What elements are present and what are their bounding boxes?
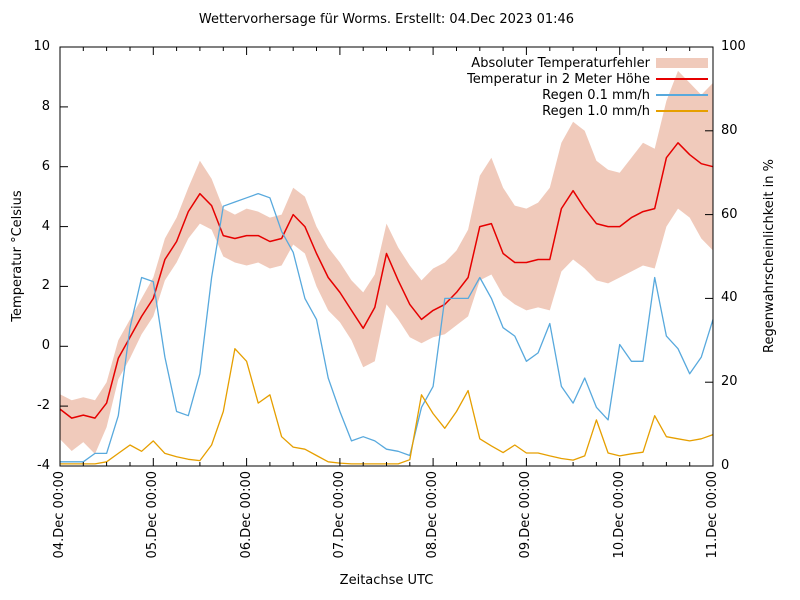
y-tick-label-right: 20 — [721, 374, 738, 390]
y-tick-label-left: -2 — [37, 398, 50, 414]
y-tick-label-left: 6 — [41, 158, 50, 174]
y-tick-label-left: 0 — [41, 338, 50, 354]
chart-title: Wettervorhersage für Worms. Erstellt: 04… — [198, 12, 575, 27]
y-tick-label-right: 60 — [721, 206, 738, 222]
legend-label: Temperatur in 2 Meter Höhe — [467, 71, 650, 87]
legend-item: Regen 0.1 mm/h — [95, 87, 708, 103]
legend-item: Temperatur in 2 Meter Höhe — [95, 71, 708, 87]
x-tick-label: 06.Dec 00:00 — [238, 471, 254, 559]
legend-line-swatch — [656, 110, 708, 112]
y-tick-label-left: 8 — [41, 98, 50, 114]
x-tick-label: 11.Dec 00:00 — [705, 471, 720, 559]
series-line-rain-01 — [60, 192, 714, 463]
y-tick-label-right: 40 — [721, 290, 738, 306]
legend-item: Regen 1.0 mm/h — [95, 103, 708, 119]
temperature-error-band — [60, 70, 713, 455]
x-axis-label: Zeitachse UTC — [339, 573, 434, 588]
x-tick-label: 05.Dec 00:00 — [145, 471, 161, 559]
y-tick-label-right: 80 — [721, 122, 738, 138]
series-line-rain-10 — [60, 348, 714, 465]
x-tick-label: 07.Dec 00:00 — [331, 471, 347, 559]
x-tick-label: 08.Dec 00:00 — [425, 471, 441, 559]
y-tick-label-left: 10 — [33, 39, 50, 54]
y-tick-label-left: 2 — [41, 278, 50, 294]
y-tick-label-left: 4 — [41, 218, 50, 234]
series-line-temperature — [59, 142, 714, 419]
y-tick-label-left: -4 — [37, 458, 50, 473]
x-tick-label: 09.Dec 00:00 — [518, 471, 534, 559]
legend-label: Regen 1.0 mm/h — [542, 103, 650, 119]
legend-line-swatch — [656, 78, 708, 80]
legend-band-swatch — [656, 58, 708, 68]
y-tick-label-right: 0 — [721, 458, 730, 473]
x-tick-label: 04.Dec 00:00 — [52, 471, 67, 559]
legend-line-swatch — [656, 94, 708, 96]
legend-label: Absoluter Temperaturfehler — [471, 55, 650, 71]
y-tick-label-right: 100 — [721, 39, 746, 54]
legend: Absoluter Temperaturfehler Temperatur in … — [95, 55, 708, 119]
legend-item: Absoluter Temperaturfehler — [95, 55, 708, 71]
legend-label: Regen 0.1 mm/h — [542, 87, 650, 103]
x-tick-label: 10.Dec 00:00 — [611, 471, 627, 559]
